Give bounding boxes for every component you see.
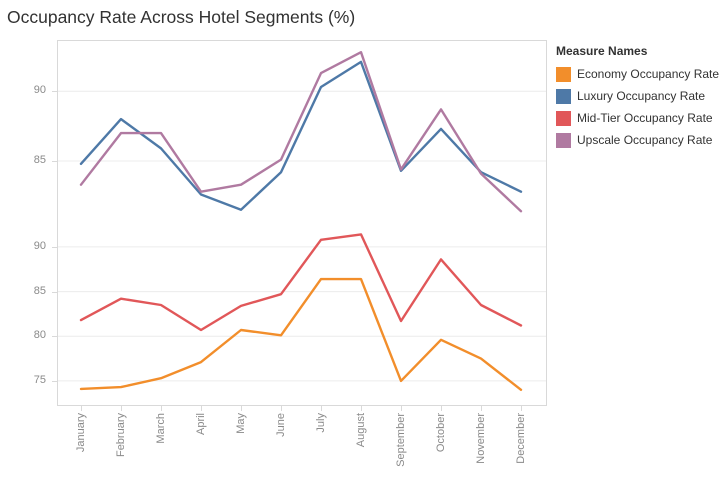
legend-item-mid-tier-occupancy-rate[interactable]: Mid-Tier Occupancy Rate — [556, 107, 720, 129]
x-axis-label-june: June — [275, 413, 287, 437]
legend-item-economy-occupancy-rate[interactable]: Economy Occupancy Rate — [556, 63, 720, 85]
x-axis-tick — [481, 406, 482, 411]
legend-items: Economy Occupancy Rate Luxury Occupancy R… — [556, 63, 720, 151]
x-axis-label-january: January — [75, 413, 87, 453]
y-axis-tick — [52, 246, 57, 248]
panel-top-plot — [58, 50, 546, 213]
x-axis-tick — [241, 406, 242, 411]
x-axis-tick — [281, 406, 282, 411]
panel-bottom-plot — [58, 233, 546, 392]
legend-label: Upscale Occupancy Rate — [577, 133, 713, 147]
legend-title: Measure Names — [556, 44, 648, 58]
legend-swatch — [556, 88, 571, 104]
x-axis-tick — [441, 406, 442, 411]
legend-item-upscale-occupancy-rate[interactable]: Upscale Occupancy Rate — [556, 129, 720, 151]
line-economy-occupancy-rate[interactable] — [79, 277, 523, 392]
y-axis-tick-label: 85 — [33, 154, 46, 166]
panel-top-luxury-upscale — [57, 40, 547, 222]
x-axis-label-may: May — [235, 413, 247, 434]
y-axis-tick — [52, 161, 57, 162]
x-axis-tick — [401, 406, 402, 411]
y-axis-tick-label: 90 — [33, 84, 46, 97]
y-axis-tick-label: 75 — [33, 373, 46, 386]
x-axis-tick — [121, 406, 122, 411]
x-axis-label-september: September — [395, 413, 407, 467]
panel-bottom-economy-midtier — [57, 221, 547, 406]
y-axis-tick-label: 90 — [33, 239, 46, 252]
line-luxury-occupancy-rate[interactable] — [79, 60, 523, 212]
y-axis-tick — [52, 336, 57, 338]
chart-title: Occupancy Rate Across Hotel Segments (%) — [7, 7, 356, 27]
y-axis-tick — [52, 291, 57, 293]
x-axis-label-march: March — [155, 413, 167, 444]
y-axis-tick — [52, 380, 57, 382]
x-axis-tick — [361, 406, 362, 411]
x-axis-tick — [201, 406, 202, 411]
x-axis-tick — [521, 406, 522, 411]
x-axis-label-april: April — [195, 413, 207, 436]
legend-label: Mid-Tier Occupancy Rate — [577, 111, 713, 125]
x-axis-label-february: February — [115, 413, 127, 458]
x-axis-label-august: August — [355, 413, 367, 448]
legend-label: Economy Occupancy Rate — [577, 67, 720, 81]
legend-item-luxury-occupancy-rate[interactable]: Luxury Occupancy Rate — [556, 85, 720, 107]
legend-swatch — [556, 132, 571, 148]
y-axis-tick-label: 85 — [33, 284, 46, 297]
legend-swatch — [556, 110, 571, 126]
y-axis-tick-label: 80 — [33, 329, 46, 342]
x-axis-tick — [321, 406, 322, 411]
x-axis-label-november: November — [475, 413, 487, 464]
x-axis-label-december: December — [515, 413, 527, 464]
legend-label: Luxury Occupancy Rate — [577, 89, 706, 103]
x-axis-tick — [81, 406, 82, 411]
y-axis-tick — [52, 91, 57, 93]
line-mid-tier-occupancy-rate[interactable] — [79, 233, 523, 332]
legend-swatch — [556, 66, 571, 82]
line-upscale-occupancy-rate[interactable] — [79, 50, 523, 213]
x-axis-label-july: July — [315, 413, 327, 433]
x-axis-tick — [161, 406, 162, 411]
legend: Measure Names Economy Occupancy Rate Luxu… — [556, 44, 720, 151]
x-axis-label-october: October — [435, 413, 447, 453]
